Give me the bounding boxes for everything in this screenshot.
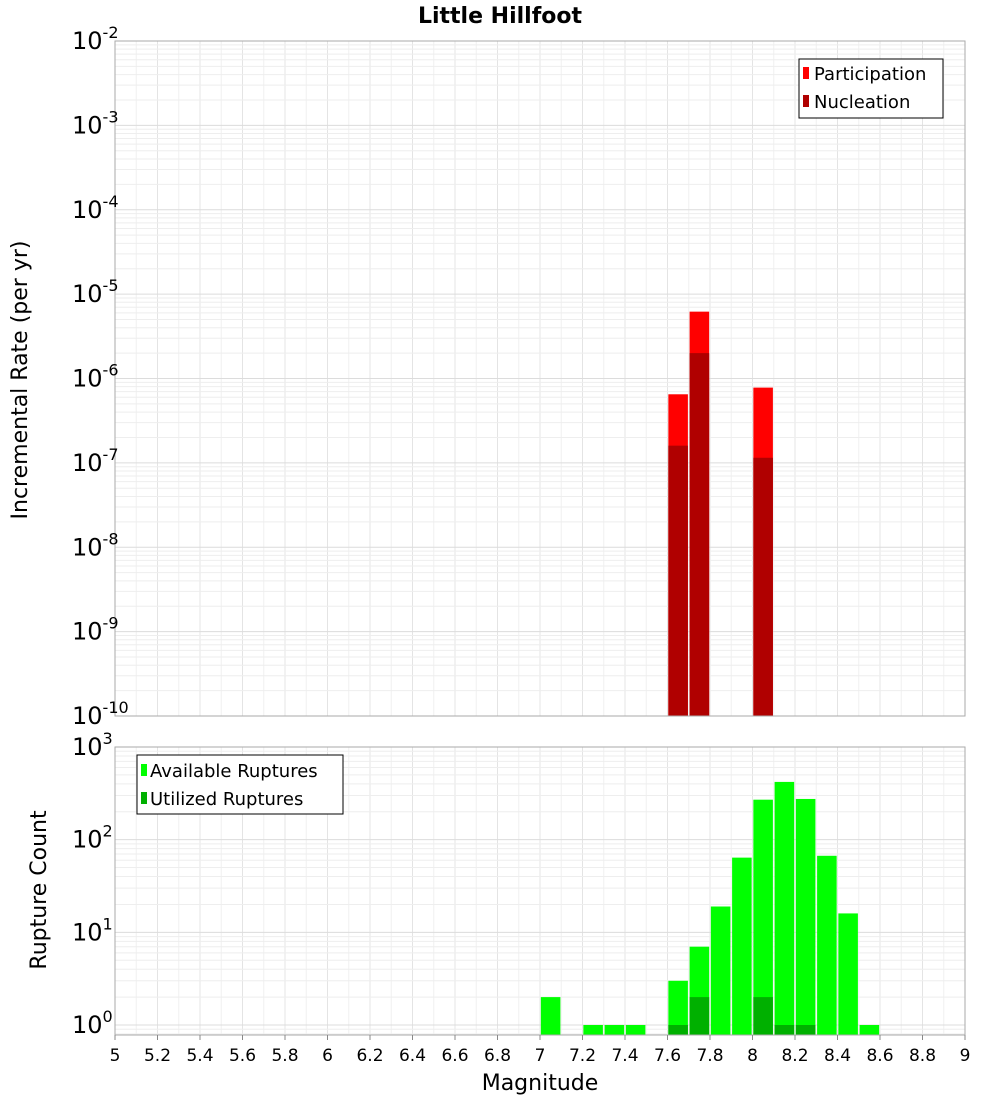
x-tick-label: 8.4 xyxy=(824,1046,851,1066)
x-tick-label: 7.8 xyxy=(696,1046,723,1066)
x-tick-label: 8.2 xyxy=(781,1046,808,1066)
bottom-y-tick-label: 101 xyxy=(72,914,113,946)
legend-label-available: Available Ruptures xyxy=(150,761,318,782)
top-y-tick-label: 10-7 xyxy=(72,445,119,477)
bottom-legend-box xyxy=(136,754,344,815)
x-tick-labels: 5 5.2 5.4 5.6 5.8 6 6.2 6.4 6.6 6.8 7 7.2 7.4 7.6 7.8 8… xyxy=(110,1035,971,1066)
bottom-bar-utilized-ruptures xyxy=(668,1025,688,1035)
bottom-bar-utilized-ruptures xyxy=(774,1025,795,1035)
chart-title: Little Hillfoot xyxy=(418,4,583,29)
bottom-bar-available-ruptures xyxy=(710,906,731,1035)
bottom-bar-available-ruptures xyxy=(732,857,752,1035)
bottom-bar-utilized-ruptures xyxy=(795,1025,816,1035)
bottom-y-axis-label: Rupture Count xyxy=(27,810,52,970)
x-tick-label: 7.4 xyxy=(611,1046,638,1066)
x-tick-label: 6.4 xyxy=(399,1046,426,1066)
bottom-bar-utilized-ruptures xyxy=(753,997,773,1035)
bottom-legend: Available Ruptures Utilized Ruptures xyxy=(136,754,344,815)
bottom-bar-available-ruptures xyxy=(668,980,688,1035)
x-tick-label: 8 xyxy=(747,1046,758,1066)
x-tick-label: 8.6 xyxy=(866,1046,893,1066)
top-y-tick-label: 10-4 xyxy=(72,192,119,224)
top-plot: 10-10 10-9 10-8 10-7 10-6 10-5 10-4 10-3 10-2 xyxy=(72,23,966,730)
legend-label-nucleation: Nucleation xyxy=(814,92,910,113)
top-y-tick-label: 10-3 xyxy=(72,107,119,139)
top-plot-frame xyxy=(114,40,966,717)
x-tick-label: 9 xyxy=(960,1046,971,1066)
x-tick-label: 7.2 xyxy=(569,1046,596,1066)
legend-swatch-nucleation xyxy=(803,95,809,107)
bottom-y-tick-label: 100 xyxy=(72,1007,113,1039)
bottom-bar-available-ruptures xyxy=(838,913,858,1035)
bottom-bar-available-ruptures xyxy=(859,1025,880,1035)
top-legend: Participation Nucleation xyxy=(798,58,944,119)
x-axis-label: Magnitude xyxy=(482,1071,599,1096)
x-tick-label: 5.4 xyxy=(186,1046,213,1066)
x-tick-label: 5.2 xyxy=(144,1046,171,1066)
x-tick-label: 8.8 xyxy=(909,1046,936,1066)
legend-swatch-utilized xyxy=(141,792,147,804)
top-y-tick-label: 10-8 xyxy=(72,529,119,561)
x-tick-label: 5.8 xyxy=(271,1046,298,1066)
bottom-bar-available-ruptures xyxy=(795,798,816,1035)
bottom-y-tick-label: 103 xyxy=(72,729,113,761)
top-y-tick-label: 10-10 xyxy=(72,698,129,730)
top-y-tick-label: 10-6 xyxy=(72,361,119,393)
x-tick-label: 6.8 xyxy=(484,1046,511,1066)
bottom-bar-available-ruptures xyxy=(583,1025,603,1035)
top-bar-nucleation xyxy=(668,445,688,716)
x-tick-label: 6.6 xyxy=(441,1046,468,1066)
top-legend-box xyxy=(798,58,944,119)
legend-swatch-participation xyxy=(803,67,809,79)
bottom-bar-available-ruptures xyxy=(540,997,561,1035)
bottom-bar-available-ruptures xyxy=(625,1025,646,1035)
x-tick-label: 5.6 xyxy=(229,1046,256,1066)
top-y-tick-label: 10-2 xyxy=(72,23,119,55)
bottom-bar-available-ruptures xyxy=(817,855,837,1035)
top-bar-nucleation xyxy=(753,457,773,716)
legend-label-participation: Participation xyxy=(814,64,926,85)
x-tick-label: 7.6 xyxy=(654,1046,681,1066)
top-bar-nucleation xyxy=(689,353,710,716)
bottom-y-tick-label: 102 xyxy=(72,822,113,854)
bottom-bar-available-ruptures xyxy=(774,781,795,1035)
x-tick-label: 6.2 xyxy=(356,1046,383,1066)
top-y-axis-label: Incremental Rate (per yr) xyxy=(8,241,33,520)
legend-swatch-available xyxy=(141,764,147,776)
x-tick-label: 6 xyxy=(322,1046,333,1066)
bottom-bar-available-ruptures xyxy=(753,799,773,1035)
x-tick-label: 7 xyxy=(535,1046,546,1066)
top-y-tick-label: 10-5 xyxy=(72,276,119,308)
x-tick-label: 5 xyxy=(110,1046,121,1066)
bottom-bar-available-ruptures xyxy=(604,1025,625,1035)
bottom-bar-utilized-ruptures xyxy=(689,997,710,1035)
legend-label-utilized: Utilized Ruptures xyxy=(150,789,303,810)
top-y-tick-label: 10-9 xyxy=(72,614,119,646)
